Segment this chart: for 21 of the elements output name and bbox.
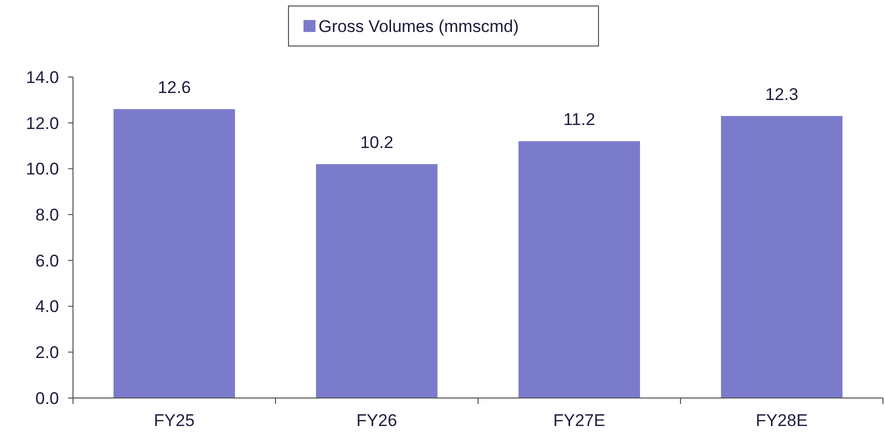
y-tick-label: 12.0 — [26, 114, 59, 133]
y-tick-label: 10.0 — [26, 160, 59, 179]
y-tick-label: 8.0 — [35, 206, 59, 225]
x-tick-label: FY27E — [553, 411, 606, 430]
y-tick-label: 0.0 — [35, 388, 59, 408]
x-tick-label: FY26 — [356, 411, 398, 430]
data-label: 12.3 — [765, 84, 798, 104]
y-tick-label: 4.0 — [35, 297, 59, 316]
legend-label: Gross Volumes (mmscmd) — [318, 16, 519, 36]
y-tick-label: 6.0 — [35, 251, 59, 270]
y-tick-label: 14.0 — [26, 68, 59, 87]
x-tick-label: FY25 — [154, 411, 195, 430]
data-label: 11.2 — [563, 110, 596, 130]
bar — [721, 116, 842, 398]
data-label: 10.2 — [360, 133, 394, 152]
y-tick-label: 2.0 — [35, 343, 59, 362]
bar — [114, 109, 235, 398]
data-label: 12.6 — [158, 78, 191, 98]
x-tick-label: FY28E — [756, 411, 808, 430]
bar — [518, 141, 640, 398]
bar — [316, 164, 438, 398]
